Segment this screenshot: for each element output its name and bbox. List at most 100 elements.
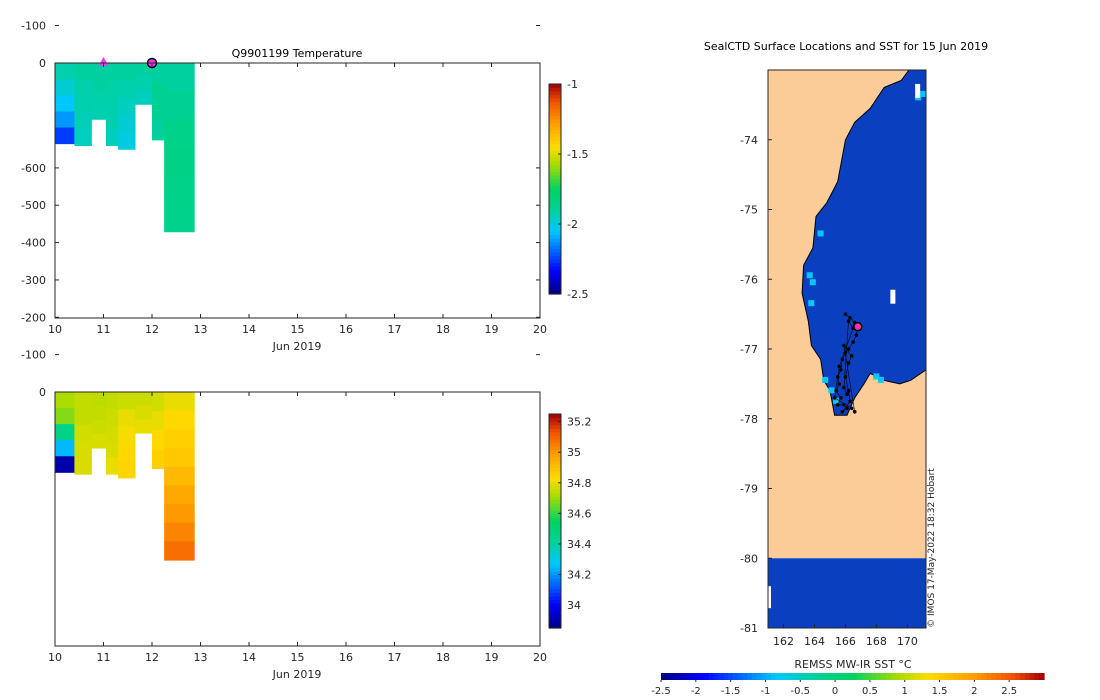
colorbar-segment — [549, 189, 561, 194]
x-tick-label: 12 — [145, 651, 159, 664]
section-cell — [74, 96, 92, 113]
y-tick-label: 0 — [39, 386, 46, 399]
colorbar-segment — [549, 143, 561, 148]
section-cell — [152, 449, 165, 470]
sst-colorbar-tick-label: -2.5 — [651, 686, 671, 697]
colorbar-segment — [549, 262, 561, 267]
colorbar-segment — [549, 613, 561, 618]
colorbar-segment — [549, 595, 561, 601]
colorbar-box — [548, 83, 562, 295]
colorbar-segment — [549, 227, 561, 232]
colorbar-segment — [549, 136, 561, 141]
section-cell — [55, 392, 75, 409]
sst-colorbar-segment — [866, 673, 873, 680]
southern-ocean-band — [768, 558, 926, 628]
coastal-sst-pixel — [817, 230, 824, 237]
colorbar-segment — [549, 129, 561, 134]
section-cell — [118, 132, 136, 150]
section-cell — [91, 406, 107, 421]
section-cell — [55, 63, 75, 80]
section-cell — [55, 456, 75, 473]
colorbar-segment — [549, 496, 561, 501]
sst-colorbar-segment — [1000, 673, 1007, 680]
sst-colorbar-tick-label: -2 — [691, 686, 701, 697]
colorbar-segment — [549, 606, 561, 611]
track-point — [842, 343, 846, 348]
sst-colorbar-segment — [929, 673, 935, 680]
colorbar-segment — [549, 280, 561, 285]
section-cell — [91, 105, 107, 120]
x-tick-label: 13 — [194, 651, 208, 664]
sst-colorbar-segment — [1010, 673, 1016, 680]
map-x-tick-label: 162 — [773, 635, 794, 648]
ross-sea-ocean — [801, 69, 927, 416]
colorbar-segment — [549, 521, 561, 526]
section-cell — [152, 411, 165, 431]
colorbar-segment — [549, 453, 561, 458]
coastal-sst-pixel — [877, 376, 884, 383]
colorbar-segment — [549, 428, 561, 433]
colorbar-segment — [549, 171, 561, 176]
sst-colorbar-segment — [661, 673, 667, 680]
section-cell — [164, 485, 195, 505]
section-cell — [105, 408, 119, 426]
sst-colorbar-segment — [938, 673, 945, 680]
sst-colorbar-segment — [723, 673, 729, 680]
coastal-sst-pixel — [833, 397, 840, 404]
sst-colorbar-label: REMSS MW-IR SST °C — [794, 658, 912, 671]
section-cell — [91, 392, 107, 407]
colorbar-segment — [549, 617, 561, 622]
sst-colorbar-segment — [818, 673, 825, 680]
map-x-tick-label: 164 — [804, 635, 825, 648]
track-point — [832, 396, 837, 400]
section-cell — [105, 457, 119, 475]
colorbar-segment — [549, 531, 561, 536]
section-cell — [118, 409, 136, 427]
salinity-colorbar: 35.2 35 34.8 34.6 34.4 34.2 34 — [548, 413, 592, 629]
section-cell — [74, 424, 92, 442]
colorbar-segment — [549, 538, 561, 543]
colorbar-segment — [549, 449, 561, 454]
section-cell — [105, 392, 119, 409]
track-point — [834, 389, 838, 393]
sst-colorbar-segment — [847, 673, 854, 680]
section-cell — [74, 63, 92, 80]
colorbar-segment — [549, 269, 561, 274]
sst-colorbar-segment — [909, 673, 916, 680]
section-cell — [74, 441, 92, 459]
section-cell — [105, 63, 119, 80]
track-point — [842, 385, 846, 390]
section-cell — [118, 392, 136, 410]
map-credit: © IMOS 17-May-2022 18:32 Hobart — [927, 468, 937, 628]
map-y-tick-label: -75 — [740, 204, 758, 217]
colorbar-segment — [549, 553, 561, 558]
section-cell — [105, 441, 119, 459]
sst-colorbar-segment — [933, 673, 940, 680]
track-point — [837, 382, 842, 386]
coastal-sst-pixel — [822, 376, 829, 383]
colorbar-segment — [549, 112, 561, 117]
section-cell — [152, 392, 165, 412]
colorbar-segment — [549, 610, 561, 615]
section-cell — [164, 448, 195, 468]
section-cell — [118, 443, 136, 462]
sst-colorbar-segment — [732, 673, 739, 680]
sst-colorbar-segment — [689, 673, 696, 680]
sst-colorbar-segment — [665, 673, 672, 680]
colorbar-segment — [549, 545, 561, 551]
section-cell — [152, 101, 165, 122]
colorbar-segment — [549, 245, 561, 250]
colorbar-segment — [549, 549, 561, 554]
colorbar-tick-label: 34.4 — [567, 538, 592, 551]
track-point — [837, 364, 842, 369]
section-cell — [135, 90, 153, 105]
section-cell — [164, 541, 195, 561]
x-tick-label: 11 — [97, 651, 111, 664]
coastal-sst-pixel — [919, 90, 926, 97]
section-cell — [118, 426, 136, 445]
colorbar-segment — [549, 503, 561, 508]
colorbar-segment — [549, 524, 561, 529]
colorbar-segment — [549, 567, 561, 572]
section-cell — [55, 111, 75, 128]
track-point — [846, 347, 851, 351]
